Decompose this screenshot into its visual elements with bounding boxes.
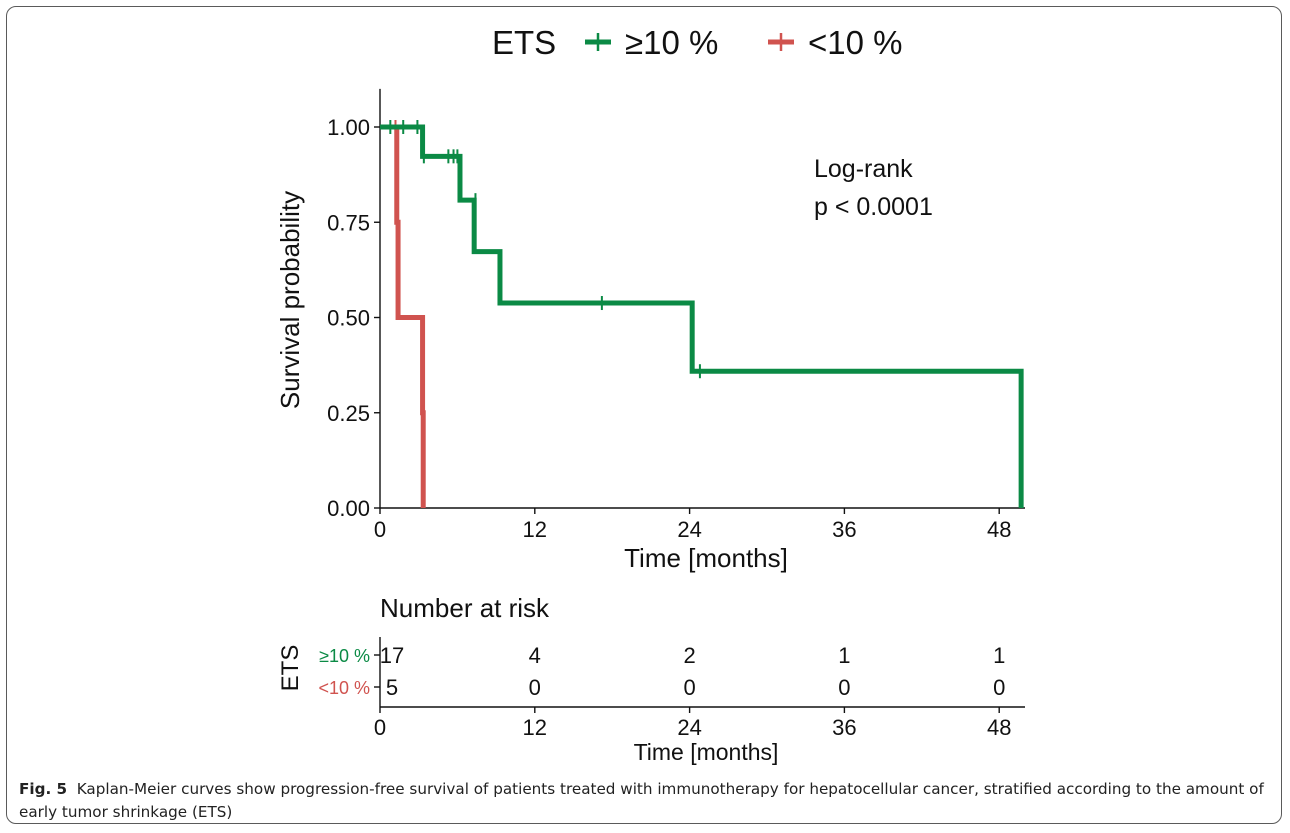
legend-label-low: <10 % xyxy=(808,24,903,61)
risk-strata-title: ETS xyxy=(277,645,304,692)
risk-table: Number at risk ETS Time [months] ≥10 % 17… xyxy=(277,593,1025,765)
logrank-pvalue: p < 0.0001 xyxy=(814,193,933,221)
y-tick-label: 0.75 xyxy=(327,210,370,235)
y-tick-label: 1.00 xyxy=(327,115,370,140)
risk-table-title: Number at risk xyxy=(380,593,550,623)
risk-x-tick-label: 0 xyxy=(374,715,386,740)
x-axis-title: Time [months] xyxy=(624,543,788,573)
survival-curve-low xyxy=(380,124,426,508)
y-tick-label: 0.00 xyxy=(327,496,370,521)
figure-caption: Fig. 5 Kaplan-Meier curves show progress… xyxy=(19,778,1269,824)
risk-cell: 0 xyxy=(683,675,695,700)
x-tick-label: 24 xyxy=(677,517,701,542)
risk-x-tick-label: 12 xyxy=(523,715,547,740)
risk-x-tick-label: 48 xyxy=(987,715,1011,740)
risk-cell: 5 xyxy=(386,675,398,700)
logrank-annotation: Log-rank p < 0.0001 xyxy=(814,155,933,221)
risk-cell: 4 xyxy=(529,643,541,668)
risk-x-tick-label: 24 xyxy=(677,715,701,740)
risk-row-label: <10 % xyxy=(318,678,370,698)
x-tick-label: 36 xyxy=(832,517,856,542)
x-tick-label: 0 xyxy=(374,517,386,542)
risk-x-tick-label: 36 xyxy=(832,715,856,740)
risk-cell: 0 xyxy=(993,675,1005,700)
plot-area: 0.00 0.25 0.50 0.75 1.00 0 12 24 36 48 xyxy=(327,88,1025,542)
y-tick-label: 0.25 xyxy=(327,401,370,426)
figure-frame xyxy=(6,6,1282,824)
caption-text: Kaplan-Meier curves show progression-fre… xyxy=(19,780,1264,821)
survival-curve-high xyxy=(380,124,1024,508)
logrank-label: Log-rank xyxy=(814,155,913,183)
risk-cell: 1 xyxy=(993,643,1005,668)
risk-cell: 1 xyxy=(838,643,850,668)
legend: ETS ≥10 % <10 % xyxy=(492,24,903,61)
x-tick-label: 48 xyxy=(987,517,1011,542)
risk-cell: 0 xyxy=(529,675,541,700)
caption-label: Fig. 5 xyxy=(19,780,68,798)
risk-cell: 2 xyxy=(683,643,695,668)
km-figure: ETS ≥10 % <10 % 0.000.250.500.751.000 12 2… xyxy=(275,24,1025,765)
risk-row-label: ≥10 % xyxy=(319,646,370,666)
legend-label-high: ≥10 % xyxy=(625,24,718,61)
x-tick-label: 12 xyxy=(523,517,547,542)
legend-title: ETS xyxy=(492,24,556,61)
y-tick-label: 0.50 xyxy=(327,306,370,331)
risk-x-axis-title: Time [months] xyxy=(634,739,779,765)
risk-cell: 0 xyxy=(838,675,850,700)
y-axis-title: Survival probability xyxy=(275,191,305,409)
risk-cell: 17 xyxy=(380,643,404,668)
